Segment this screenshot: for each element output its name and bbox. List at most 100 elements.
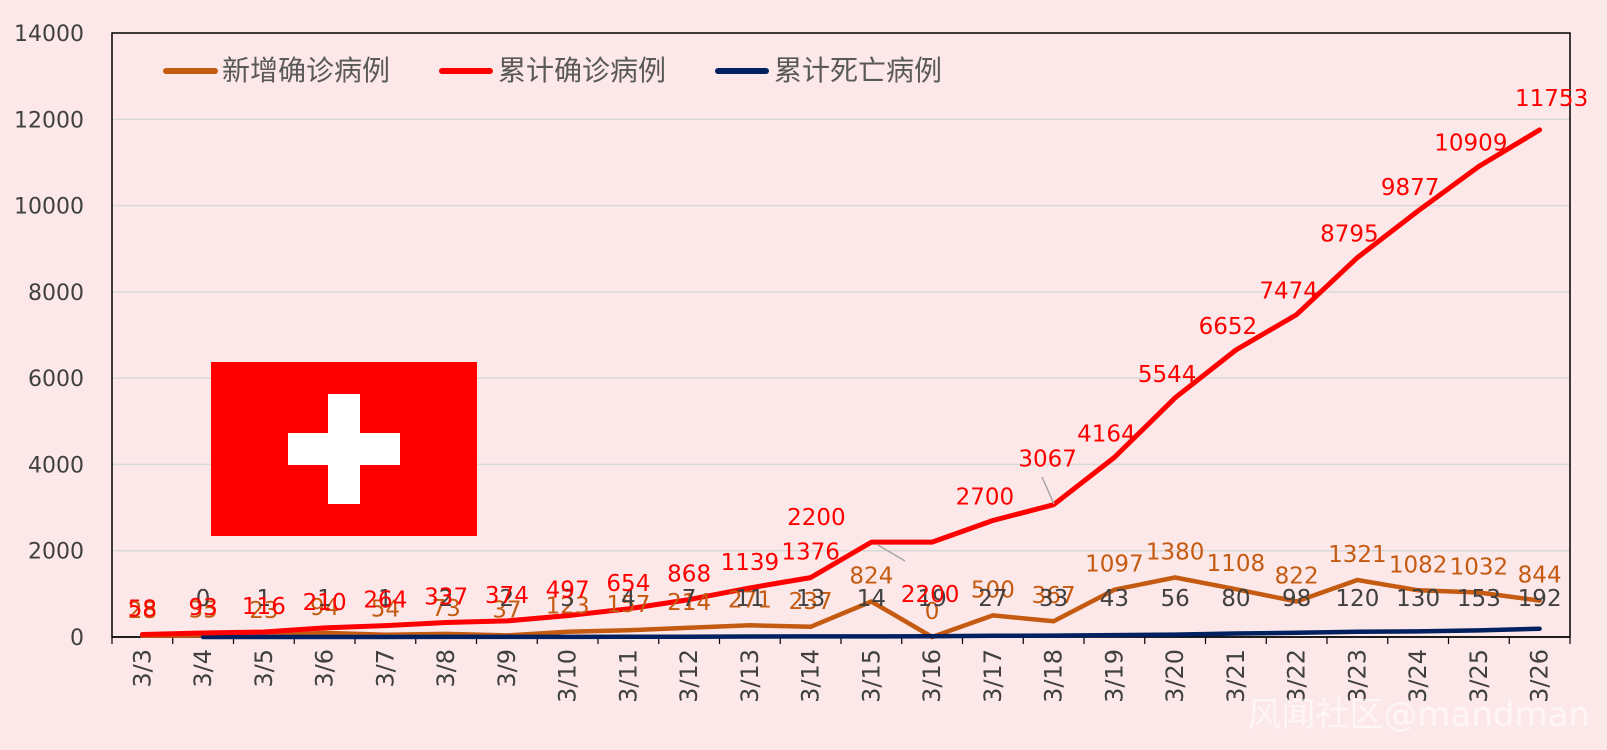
data-label-total-cases: 497 xyxy=(546,578,590,604)
legend: 新增确诊病例 累计确诊病例 累计死亡病例 xyxy=(163,54,942,87)
y-tick-label: 12000 xyxy=(14,108,84,133)
x-tick-label: 3/25 xyxy=(1465,649,1493,703)
data-label-new-cases: 54 xyxy=(371,597,400,623)
y-tick-label: 14000 xyxy=(14,22,84,47)
x-tick-label: 3/13 xyxy=(736,649,764,703)
data-label-total-deaths: 11 xyxy=(735,586,764,612)
data-label-total-cases: 1376 xyxy=(781,540,840,566)
label-leader-line xyxy=(877,544,906,562)
x-tick-label: 3/15 xyxy=(857,649,885,703)
data-label-new-cases: 0 xyxy=(925,599,940,625)
x-tick-label: 3/23 xyxy=(1343,649,1371,703)
data-label-total-deaths: 130 xyxy=(1396,586,1440,612)
data-label-total-deaths: 192 xyxy=(1518,586,1562,612)
data-label-total-cases: 11753 xyxy=(1515,86,1588,112)
data-label-new-cases: 1108 xyxy=(1207,551,1266,577)
x-tick-label: 3/5 xyxy=(250,649,278,688)
x-tick-label: 3/14 xyxy=(797,649,825,703)
x-tick-label: 3/17 xyxy=(979,649,1007,703)
data-label-total-cases: 4164 xyxy=(1077,421,1136,447)
y-tick-label: 4000 xyxy=(28,453,84,478)
label-leader-line xyxy=(1041,476,1055,505)
series-line-new-cases xyxy=(140,575,1542,640)
data-label-total-cases: 374 xyxy=(485,583,529,609)
data-label-new-cases: 1082 xyxy=(1389,552,1448,578)
data-label-new-cases: 824 xyxy=(849,563,893,589)
data-label-total-deaths: 1 xyxy=(317,586,332,612)
x-tick-label: 3/10 xyxy=(554,649,582,703)
data-label-total-deaths: 33 xyxy=(1039,586,1068,612)
data-label-new-cases: 35 xyxy=(188,597,217,623)
data-label-new-cases: 94 xyxy=(310,595,339,621)
data-label-new-cases: 214 xyxy=(667,590,711,616)
data-label-total-deaths: 2 xyxy=(439,586,454,612)
data-label-total-cases: 10909 xyxy=(1434,130,1507,156)
data-label-total-deaths: 7 xyxy=(682,586,697,612)
data-label-total-deaths: 80 xyxy=(1221,586,1250,612)
x-tick-label: 3/12 xyxy=(675,649,703,703)
data-label-total-deaths: 153 xyxy=(1457,586,1501,612)
data-label-total-cases: 264 xyxy=(363,588,407,614)
data-label-total-deaths: 3 xyxy=(560,586,575,612)
y-tick-label: 8000 xyxy=(28,281,84,306)
data-label-total-deaths: 1 xyxy=(257,586,272,612)
data-label-new-cases: 237 xyxy=(789,589,833,615)
legend-label-total-cases: 累计确诊病例 xyxy=(498,54,666,87)
x-tick-label: 3/20 xyxy=(1161,649,1189,703)
x-tick-label: 3/4 xyxy=(189,649,217,688)
x-tick-label: 3/16 xyxy=(918,649,946,703)
data-label-new-cases: 1380 xyxy=(1146,539,1205,565)
x-tick-label: 3/3 xyxy=(128,649,156,688)
data-label-total-deaths: 120 xyxy=(1335,586,1379,612)
data-label-new-cases: 1321 xyxy=(1328,542,1387,568)
data-label-total-deaths: 19 xyxy=(917,586,946,612)
y-tick-label: 0 xyxy=(70,626,84,651)
x-axis: 3/3 3/4 3/5 3/6 3/7 3/8 3/9 3/10 3/11 3/12 3/13 3/1… xyxy=(111,637,1571,703)
data-label-total-deaths: 14 xyxy=(857,586,886,612)
data-label-total-deaths: 1 xyxy=(378,586,393,612)
data-label-total-deaths: 0 xyxy=(196,586,211,612)
data-label-new-cases: 23 xyxy=(249,598,278,624)
data-label-total-cases: 8795 xyxy=(1320,222,1379,248)
x-tick-label: 3/18 xyxy=(1040,649,1068,703)
data-label-total-cases: 5544 xyxy=(1138,362,1197,388)
series-line-total-cases xyxy=(139,127,1543,637)
data-label-total-cases: 1139 xyxy=(721,550,780,576)
data-label-total-cases: 6652 xyxy=(1199,314,1258,340)
data-label-total-cases: 116 xyxy=(242,594,286,620)
data-label-new-cases: 1032 xyxy=(1450,554,1509,580)
data-label-total-cases: 337 xyxy=(424,584,468,610)
x-tick-label: 3/6 xyxy=(311,649,339,688)
x-tick-label: 3/9 xyxy=(493,649,521,688)
data-label-total-deaths: 27 xyxy=(978,586,1007,612)
data-label-new-cases: 28 xyxy=(128,598,157,624)
data-label-total-cases: 7474 xyxy=(1259,279,1318,305)
data-label-new-cases: 37 xyxy=(492,597,521,623)
data-label-total-deaths: 13 xyxy=(796,586,825,612)
data-label-total-deaths: 56 xyxy=(1160,586,1189,612)
data-label-total-cases: 58 xyxy=(128,596,157,622)
data-label-total-deaths: 98 xyxy=(1282,586,1311,612)
data-label-new-cases: 844 xyxy=(1518,563,1562,589)
data-label-total-cases: 654 xyxy=(606,571,650,597)
data-label-total-cases: 93 xyxy=(188,595,217,621)
data-label-total-deaths: 2 xyxy=(500,586,515,612)
x-tick-label: 3/19 xyxy=(1100,649,1128,703)
watermark: 风闻社区@mandman xyxy=(1247,695,1590,735)
data-label-new-cases: 367 xyxy=(1032,583,1076,609)
data-label-total-cases: 2200 xyxy=(901,582,960,608)
y-axis: 0 2000 4000 6000 8000 10000 12000 14000 xyxy=(14,22,84,651)
data-label-new-cases: 123 xyxy=(546,594,590,620)
data-label-new-cases: 157 xyxy=(606,592,650,618)
series-line-total-deaths xyxy=(200,626,1542,640)
series-lines xyxy=(139,127,1543,640)
data-label-total-deaths: 43 xyxy=(1100,586,1129,612)
x-tick-label: 3/21 xyxy=(1222,649,1250,703)
x-tick-label: 3/7 xyxy=(371,649,399,688)
x-tick-label: 3/24 xyxy=(1404,649,1432,703)
switzerland-flag xyxy=(211,362,477,536)
data-label-total-deaths: 4 xyxy=(621,586,636,612)
x-tick-label: 3/22 xyxy=(1283,649,1311,703)
data-label-total-cases: 2700 xyxy=(956,485,1015,511)
